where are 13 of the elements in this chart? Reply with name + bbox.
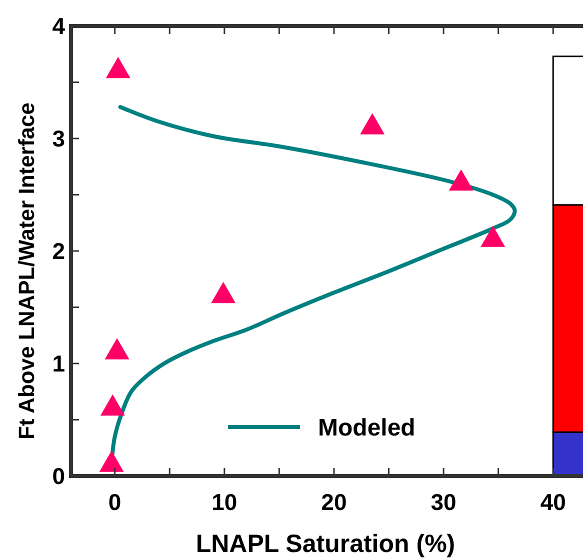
y-tick-label: 1	[52, 350, 66, 377]
x-tick-label: 30	[430, 489, 456, 515]
y-axis-title: Ft Above LNAPL/Water Interface	[14, 102, 39, 440]
x-tick-label: 0	[108, 489, 122, 515]
x-tick-label: 20	[321, 489, 347, 515]
x-tick-label: 10	[212, 489, 238, 515]
y-tick-label: 3	[52, 126, 65, 152]
x-axis-title: LNAPL Saturation (%)	[196, 530, 456, 558]
y-tick-label: 0	[52, 463, 65, 490]
x-tick-label: 40	[540, 489, 566, 515]
legend-label: Modeled	[318, 414, 416, 442]
y-tick-label: 4	[52, 13, 66, 40]
y-tick-label: 2	[52, 238, 65, 264]
